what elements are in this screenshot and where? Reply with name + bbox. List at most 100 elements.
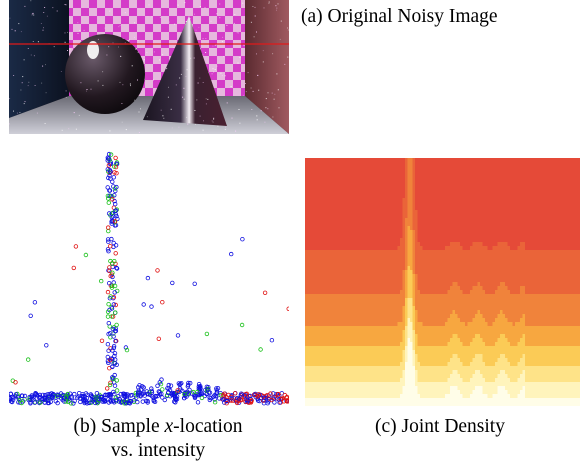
density-cell [567,182,571,187]
density-cell [307,298,311,303]
density-cell [360,290,363,295]
density-cell [420,162,423,167]
density-cell [437,242,441,247]
density-cell [510,262,513,267]
density-cell [320,258,323,263]
density-cell [450,174,453,179]
density-cell [400,218,403,223]
density-cell [385,294,388,299]
noise-speckle [31,13,33,15]
density-cell [387,198,391,203]
density-cell [457,270,461,275]
density-cell [570,258,573,263]
density-cell [315,222,318,227]
density-cell [552,190,556,195]
density-cell [450,286,453,291]
density-cell [482,254,486,259]
density-cell [415,258,418,263]
density-cell [322,194,326,199]
noise-speckle [118,26,120,28]
density-cell [350,258,353,263]
density-cell [375,298,378,303]
density-cell [440,226,443,231]
density-cell [327,190,331,195]
noise-speckle [32,41,34,42]
density-cell [402,246,406,251]
noise-speckle [211,120,213,122]
density-cell [522,222,526,227]
density-cell [540,282,543,287]
density-cell [317,286,321,291]
density-cell [437,194,441,199]
density-cell [327,210,331,215]
density-cell [390,162,393,167]
density-cell [332,294,336,299]
density-cell [332,298,336,303]
density-cell [372,182,376,187]
density-cell [477,178,481,183]
density-cell [417,166,421,171]
density-cell [385,254,388,259]
density-cell [532,278,536,283]
density-cell [405,250,408,255]
density-cell [460,194,463,199]
density-cell [520,266,523,271]
noise-speckle [20,89,22,91]
density-cell [305,210,308,215]
density-cell [342,246,346,251]
density-cell [305,166,308,171]
density-cell [522,194,526,199]
density-cell [330,190,333,195]
density-cell [365,290,368,295]
density-cell [315,210,318,215]
density-cell [382,210,386,215]
density-cell [575,198,578,203]
density-cell [310,174,313,179]
density-cell [450,222,453,227]
density-cell [412,186,416,191]
density-cell [512,242,516,247]
density-cell [355,234,358,239]
density-cell [475,270,478,275]
density-cell [550,198,553,203]
noise-speckle [42,65,44,67]
density-cell [395,182,398,187]
density-cell [447,194,451,199]
density-cell [312,186,316,191]
density-cell [482,218,486,223]
density-cell [467,210,471,215]
density-cell [522,158,526,163]
density-cell [495,198,498,203]
density-cell [372,266,376,271]
density-cell [557,194,561,199]
density-cell [380,226,383,231]
density-cell [465,182,468,187]
density-cell [382,166,386,171]
density-cell [315,294,318,299]
density-cell [532,158,536,163]
density-cell [532,238,536,243]
density-cell [560,198,563,203]
density-cell [350,206,353,211]
density-cell [422,242,426,247]
density-cell [492,278,496,283]
density-cell [485,246,488,251]
density-cell [327,226,331,231]
scatter-point-blue [17,400,23,405]
density-cell [492,202,496,207]
density-cell [530,250,533,255]
density-cell [490,170,493,175]
density-cell [500,194,503,199]
density-cell [362,290,366,295]
density-cell [367,206,371,211]
density-cell [537,282,541,287]
density-cell [395,234,398,239]
density-cell [335,170,338,175]
density-cell [452,270,456,275]
scatter-point-green [109,285,115,290]
density-cell [555,194,558,199]
density-cell [475,202,478,207]
density-cell [332,246,336,251]
density-cell [552,198,556,203]
density-cell [552,250,556,255]
